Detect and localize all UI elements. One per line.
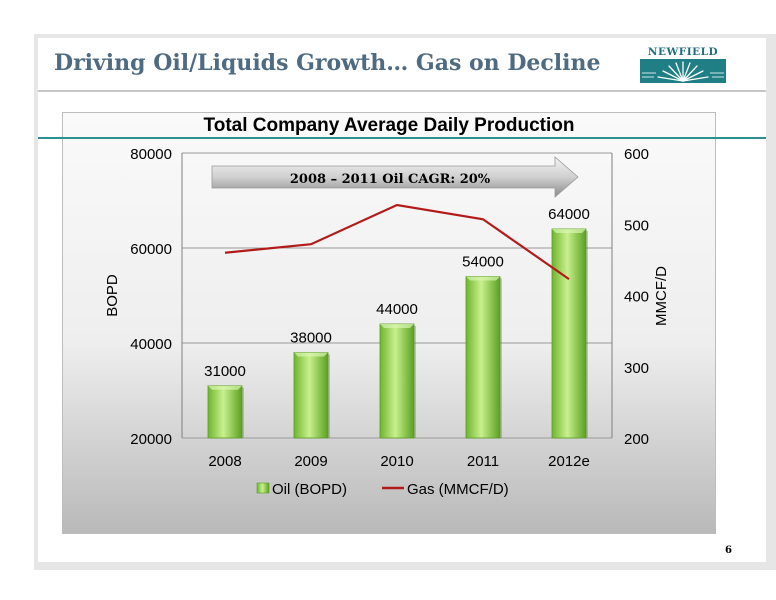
header-divider [38, 90, 766, 92]
x-tick-label: 2009 [294, 453, 327, 470]
x-tick-label: 2011 [467, 453, 499, 470]
logo-text: NEWFIELD [647, 46, 719, 58]
oil-bars: 31000 38000 44000 54000 64000 [204, 206, 590, 439]
cagr-arrow [211, 156, 579, 198]
gas-line-series [224, 203, 570, 281]
legend-gas-label: Gas (MMCF/D) [407, 481, 509, 498]
y-tick-label: 60000 [130, 241, 172, 258]
oil-data-label: 31000 [204, 363, 246, 380]
y-tick-label: 20000 [130, 431, 172, 448]
page-number: 6 [725, 545, 732, 556]
oil-bar-bevel [294, 352, 328, 357]
oil-bar [551, 228, 587, 439]
oil-data-label: 54000 [462, 254, 504, 271]
legend-oil-swatch [256, 482, 270, 494]
cagr-annotation-label: 2008 – 2011 Oil CAGR: 20% [290, 172, 491, 187]
oil-bar-bevel [208, 385, 242, 390]
cagr-annotation: 2008 – 2011 Oil CAGR: 20% [211, 156, 579, 198]
oil-bar [207, 385, 243, 439]
oil-bar-bevel [552, 229, 586, 233]
newfield-logo: NEWFIELD [640, 46, 726, 84]
y2-tick-label: 400 [624, 289, 649, 306]
teal-accent-rule [38, 137, 766, 139]
y-tick-label: 80000 [130, 146, 172, 163]
oil-bar [379, 323, 415, 439]
gas-line [224, 203, 570, 281]
y2-tick-label: 200 [624, 431, 649, 448]
y2-tick-label: 300 [624, 360, 649, 377]
y2-tick-label: 500 [624, 217, 649, 234]
y-tick-label: 40000 [130, 336, 172, 353]
oil-bar [293, 352, 329, 439]
legend: Oil (BOPD) Gas (MMCF/D) [256, 481, 509, 498]
oil-data-label: 38000 [290, 330, 332, 347]
y2-axis-title: MMCF/D [653, 266, 670, 326]
x-tick-label: 2010 [380, 453, 413, 470]
x-tick-label: 2012e [548, 453, 590, 470]
oil-bar-bevel [466, 276, 500, 281]
y2-tick-label: 600 [624, 146, 649, 163]
oil-data-label: 64000 [548, 206, 590, 223]
oil-bar-bevel [380, 324, 414, 328]
x-tick-label: 2008 [208, 453, 241, 470]
axes: 20000 40000 60000 80000 200 300 400 500 600 BOPD M… [104, 146, 670, 470]
oil-data-label: 44000 [376, 301, 418, 318]
oil-bar [465, 276, 501, 439]
y-axis-title: BOPD [104, 274, 121, 317]
slide-title: Driving Oil/Liquids Growth… Gas on Decli… [54, 50, 601, 76]
logo-sunburst-icon [640, 59, 726, 83]
chart-title: Total Company Average Daily Production [203, 115, 575, 136]
legend-oil-label: Oil (BOPD) [272, 481, 347, 498]
